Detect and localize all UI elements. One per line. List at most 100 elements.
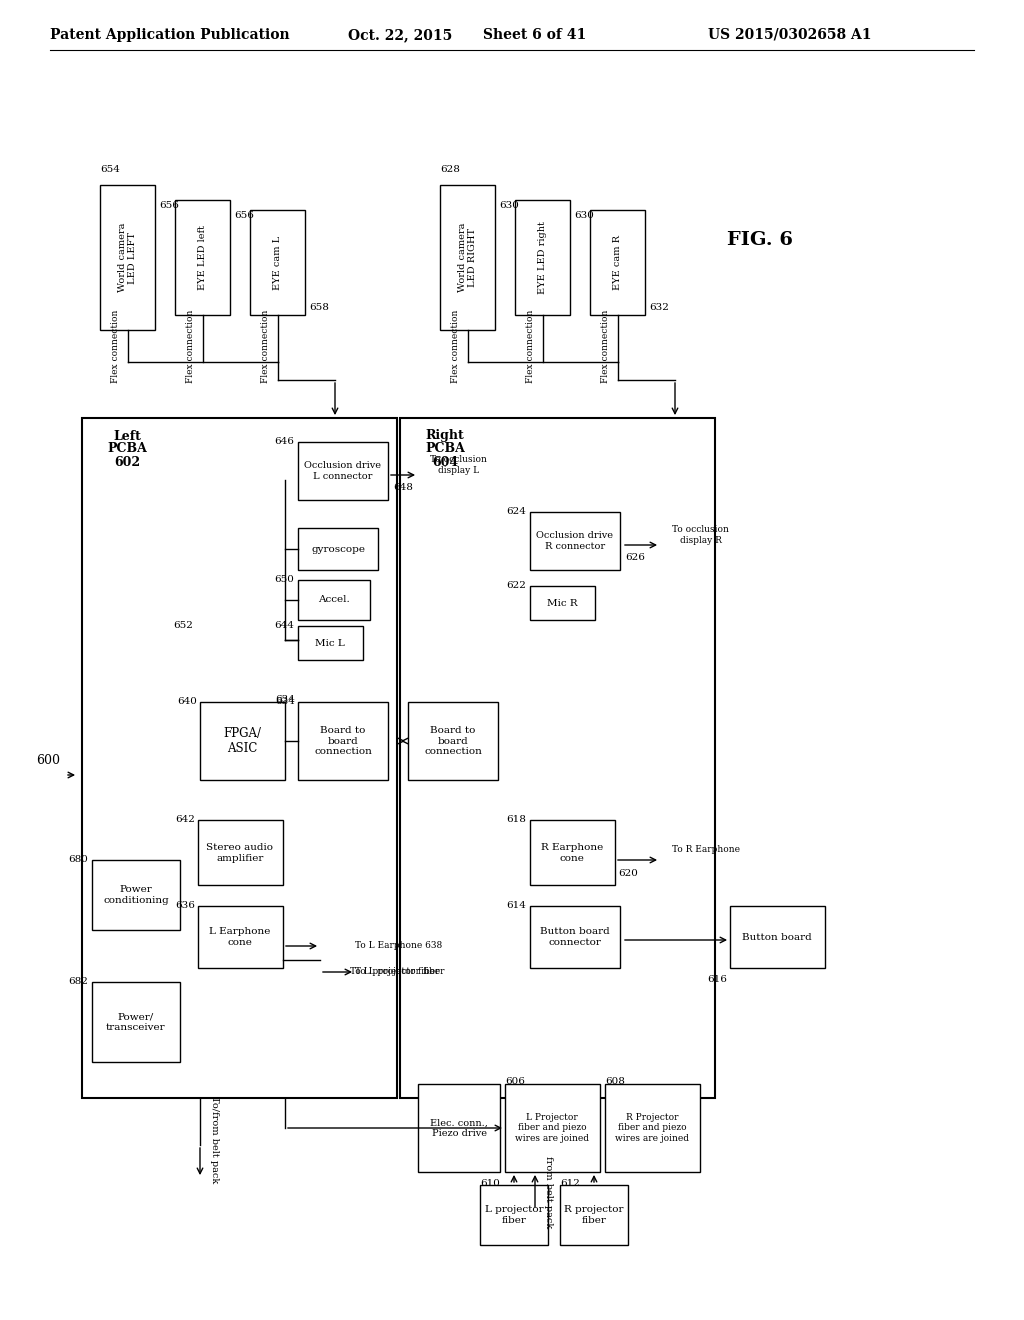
Text: Occlusion drive
R connector: Occlusion drive R connector	[537, 531, 613, 550]
Text: 644: 644	[274, 622, 294, 631]
Text: World camera
LED LEFT: World camera LED LEFT	[118, 223, 137, 292]
FancyBboxPatch shape	[298, 442, 388, 500]
FancyBboxPatch shape	[505, 1084, 600, 1172]
Text: To R Earphone: To R Earphone	[672, 846, 740, 854]
Text: R Projector
fiber and piezo
wires are joined: R Projector fiber and piezo wires are jo…	[615, 1113, 689, 1143]
Text: Button board: Button board	[742, 932, 812, 941]
FancyBboxPatch shape	[198, 906, 283, 968]
FancyBboxPatch shape	[590, 210, 645, 315]
Text: gyroscope: gyroscope	[311, 544, 365, 553]
Text: 642: 642	[175, 816, 195, 825]
FancyBboxPatch shape	[560, 1185, 628, 1245]
FancyBboxPatch shape	[400, 418, 715, 1098]
Text: Flex connection: Flex connection	[451, 309, 460, 383]
Text: Flex connection: Flex connection	[526, 309, 535, 383]
Text: 622: 622	[506, 582, 526, 590]
FancyBboxPatch shape	[605, 1084, 700, 1172]
FancyBboxPatch shape	[480, 1185, 548, 1245]
Text: 630: 630	[499, 201, 519, 210]
Text: Flex connection: Flex connection	[261, 309, 270, 383]
Text: 612: 612	[560, 1179, 580, 1188]
FancyBboxPatch shape	[408, 702, 498, 780]
Text: Flex connection: Flex connection	[111, 309, 120, 383]
Text: To occlusion
display L: To occlusion display L	[430, 455, 486, 475]
Text: 626: 626	[625, 553, 645, 562]
FancyBboxPatch shape	[298, 528, 378, 570]
Text: To/from belt pack: To/from belt pack	[210, 1097, 218, 1184]
Text: 624: 624	[506, 507, 526, 516]
FancyBboxPatch shape	[92, 861, 180, 931]
FancyBboxPatch shape	[100, 185, 155, 330]
Text: Sheet 6 of 41: Sheet 6 of 41	[483, 28, 587, 42]
Text: To L projector fiber: To L projector fiber	[350, 968, 439, 977]
Text: EYE cam R: EYE cam R	[613, 235, 622, 290]
Text: FPGA/
ASIC: FPGA/ ASIC	[223, 727, 261, 755]
Text: 682: 682	[69, 978, 88, 986]
Text: US 2015/0302658 A1: US 2015/0302658 A1	[709, 28, 871, 42]
Text: FIG. 6: FIG. 6	[727, 231, 793, 249]
Text: Button board
connector: Button board connector	[540, 927, 610, 946]
Text: 658: 658	[309, 302, 329, 312]
Text: PCBA: PCBA	[425, 442, 465, 455]
Text: Power/
transceiver: Power/ transceiver	[106, 1012, 166, 1032]
Text: 680: 680	[69, 855, 88, 865]
Text: PCBA: PCBA	[108, 442, 146, 455]
FancyBboxPatch shape	[530, 512, 620, 570]
Text: Mic R: Mic R	[547, 598, 578, 607]
Text: 632: 632	[649, 302, 669, 312]
FancyBboxPatch shape	[298, 579, 370, 620]
Text: 646: 646	[274, 437, 294, 446]
Text: 634: 634	[275, 696, 295, 705]
Text: 620: 620	[618, 869, 638, 878]
Text: 608: 608	[605, 1077, 625, 1086]
Text: EYE LED right: EYE LED right	[538, 220, 547, 294]
FancyBboxPatch shape	[198, 820, 283, 884]
FancyBboxPatch shape	[730, 906, 825, 968]
Text: Mic L: Mic L	[315, 639, 345, 648]
FancyBboxPatch shape	[530, 820, 615, 884]
FancyBboxPatch shape	[530, 586, 595, 620]
Text: Accel.: Accel.	[318, 595, 350, 605]
Text: World camera
LED RIGHT: World camera LED RIGHT	[458, 223, 477, 292]
Text: R Earphone
cone: R Earphone cone	[541, 843, 603, 863]
Text: 648: 648	[393, 483, 413, 492]
Text: 640: 640	[177, 697, 197, 706]
Text: Elec. conn.,
Piezo drive: Elec. conn., Piezo drive	[430, 1118, 488, 1138]
Text: 654: 654	[100, 165, 120, 174]
Text: 652: 652	[173, 620, 193, 630]
Text: Occlusion drive
L connector: Occlusion drive L connector	[304, 461, 382, 480]
Text: 606: 606	[505, 1077, 525, 1086]
Text: Oct. 22, 2015: Oct. 22, 2015	[348, 28, 453, 42]
Text: Board to
board
connection: Board to board connection	[314, 726, 372, 756]
Text: from belt pack: from belt pack	[545, 1156, 554, 1228]
Text: L Projector
fiber and piezo
wires are joined: L Projector fiber and piezo wires are jo…	[515, 1113, 589, 1143]
Text: 650: 650	[274, 576, 294, 585]
Text: 600: 600	[36, 754, 60, 767]
Text: To occlusion
display R: To occlusion display R	[672, 525, 729, 545]
FancyBboxPatch shape	[175, 201, 230, 315]
FancyBboxPatch shape	[418, 1084, 500, 1172]
Text: 616: 616	[708, 975, 727, 985]
Text: To L Earphone 638: To L Earphone 638	[355, 941, 442, 950]
FancyBboxPatch shape	[515, 201, 570, 315]
Text: Left: Left	[113, 429, 141, 442]
Text: Stereo audio
amplifier: Stereo audio amplifier	[207, 843, 273, 863]
Text: Flex connection: Flex connection	[601, 309, 610, 383]
Text: Patent Application Publication: Patent Application Publication	[50, 28, 290, 42]
Text: L projector
fiber: L projector fiber	[484, 1205, 544, 1225]
Text: R projector
fiber: R projector fiber	[564, 1205, 624, 1225]
Text: Flex connection: Flex connection	[186, 309, 195, 383]
FancyBboxPatch shape	[298, 626, 362, 660]
Text: EYE cam L: EYE cam L	[273, 235, 282, 289]
Text: 618: 618	[506, 816, 526, 825]
Text: 604: 604	[432, 455, 458, 469]
FancyBboxPatch shape	[200, 702, 285, 780]
Text: 614: 614	[506, 902, 526, 911]
Text: 628: 628	[440, 165, 460, 174]
FancyBboxPatch shape	[298, 702, 388, 780]
Text: EYE LED left: EYE LED left	[198, 224, 207, 290]
Text: 602: 602	[114, 455, 140, 469]
Text: 630: 630	[574, 210, 594, 219]
Text: 656: 656	[234, 210, 254, 219]
Text: 634: 634	[275, 697, 295, 706]
